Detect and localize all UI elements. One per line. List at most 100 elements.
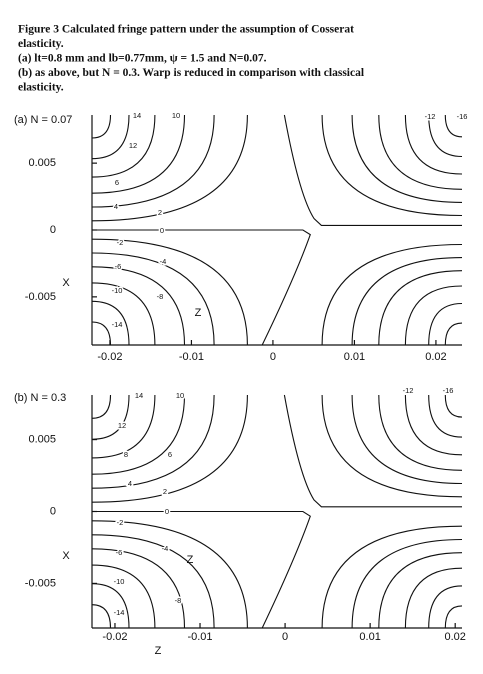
contour-label: -12 [403,386,414,395]
x-axis-label: Z [155,645,162,657]
contour [91,266,186,346]
y-tick-label: -0.005 [25,291,56,303]
contour [444,605,463,629]
x-tick-label: 0.01 [344,351,365,363]
caption-line: Figure 3 Calculated fringe pattern under… [18,24,354,36]
x-tick-label: -0.01 [187,631,212,643]
contour [378,552,463,629]
contour-label: -14 [112,320,123,329]
contour [91,604,112,629]
x-tick-label: -0.01 [179,351,204,363]
contour [444,114,463,138]
contour-label: 2 [163,487,167,496]
panel-label: (a) N = 0.07 [14,114,72,126]
contour [351,114,463,203]
contour [91,300,130,346]
contour-label: -6 [116,548,123,557]
contour-label: 6 [115,178,119,187]
x-tick-label: -0.02 [97,351,122,363]
contour [91,394,215,489]
x-tick-label: 0.01 [359,631,380,643]
x-tick-label: 0.02 [444,631,465,643]
contour [92,229,311,346]
contour [428,585,463,629]
contour-label: 10 [176,391,184,400]
contour [91,114,130,160]
contour [91,252,215,346]
panel-label: (b) N = 0.3 [14,392,66,404]
contour [351,257,463,346]
annotation: Z [187,554,194,566]
contour-label: 14 [133,111,141,120]
contour-label: -16 [443,386,454,395]
contour [404,567,463,629]
x-axis-label: Z [195,307,202,319]
contour-label: -6 [115,262,122,271]
caption-line: elasticity. [18,82,64,94]
contour-label: -12 [425,112,436,121]
contour-label: -8 [175,596,182,605]
contour [444,394,463,418]
x-tick-label: -0.02 [102,631,127,643]
contour-label: -4 [162,544,169,553]
contour [91,238,248,346]
x-tick-label: 0 [270,351,276,363]
caption-line: elasticity. [18,38,64,50]
y-tick-label: 0.005 [28,157,56,169]
x-tick-label: 0 [282,631,288,643]
contour-label: -2 [117,518,124,527]
y-axis-label: X [62,550,70,562]
contour-label: 14 [135,391,143,400]
contour [428,302,463,346]
contour [91,394,156,459]
y-tick-label: -0.005 [25,577,56,589]
contour [91,114,215,208]
contour-label: -10 [114,577,125,586]
contour [321,394,463,498]
contour [321,243,463,346]
contour [404,394,463,456]
contour [91,394,112,419]
contour [91,114,156,178]
contour-label: -14 [114,608,125,617]
contour [91,321,112,346]
contour [91,548,186,629]
y-tick-label: 0 [50,505,56,517]
contour [91,534,215,629]
contour-label: 6 [168,450,172,459]
caption-line: (a) lt=0.8 mm and lb=0.77mm, ψ = 1.5 and… [18,53,267,65]
contour-label: 12 [118,421,126,430]
contour-label: -16 [457,112,468,121]
contour [91,114,186,194]
contour [378,394,463,471]
y-tick-label: 0.005 [28,433,56,445]
contour [91,394,186,475]
contour [378,114,463,190]
contour [351,538,463,629]
contour [91,114,248,222]
y-tick-label: 0 [50,224,56,236]
contour [378,270,463,346]
contour-label: 10 [172,111,180,120]
contour [321,525,463,629]
contour [91,282,156,346]
contour-label: 0 [160,226,164,235]
contour [404,114,463,175]
contour-label: 12 [129,141,137,150]
contour-label: -8 [157,292,164,301]
caption-line: (b) as above, but N = 0.3. Warp is reduc… [18,67,364,79]
x-tick-label: 0.02 [425,351,446,363]
contour [283,114,462,226]
contour-label: -4 [160,257,167,266]
contour-label: 2 [158,208,162,217]
contour [404,285,463,346]
contour [91,520,248,629]
contour-label: 4 [114,202,118,211]
contour-label: 0 [165,507,169,516]
contour-label: 4 [128,479,132,488]
contour-label: -2 [117,238,124,247]
contour [283,394,462,508]
contour [444,322,463,346]
contour-label: -10 [112,286,123,295]
